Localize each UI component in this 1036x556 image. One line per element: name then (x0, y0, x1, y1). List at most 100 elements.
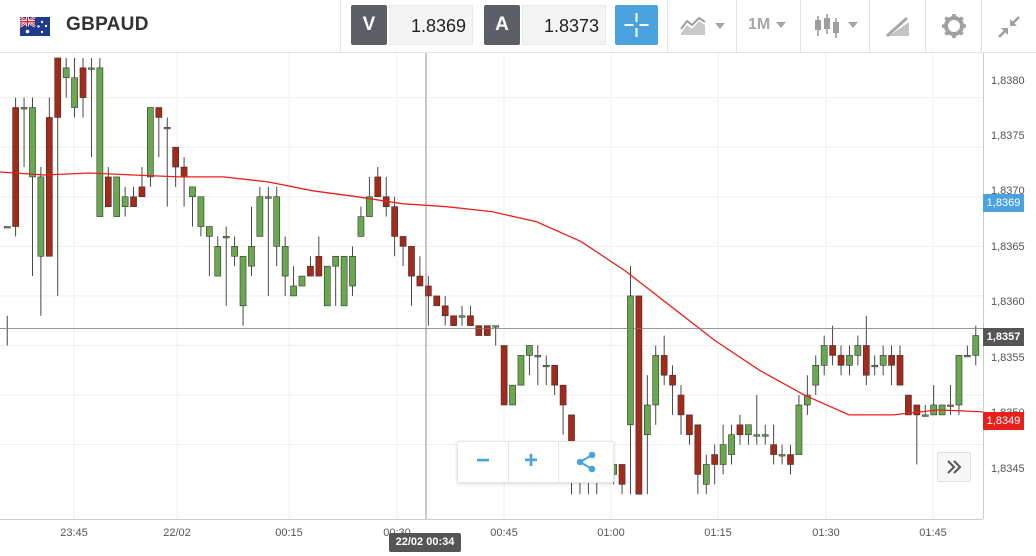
candle (172, 146, 179, 187)
x-tick-label: 22/02 (163, 527, 191, 539)
candle-body (905, 394, 912, 416)
candle-body (374, 176, 382, 198)
toolbar-divider (925, 0, 926, 52)
candle-body (964, 355, 971, 358)
candle-body (12, 107, 19, 227)
timeframe-button[interactable] (737, 0, 800, 52)
candle (197, 196, 205, 237)
area-chart-icon (680, 16, 706, 35)
candle-style-button[interactable] (801, 0, 869, 52)
candle-body (888, 355, 895, 366)
candle-body (130, 196, 137, 207)
toolbar-divider (340, 0, 341, 52)
candle (694, 424, 702, 495)
candle-body (366, 196, 373, 217)
candle-body (854, 345, 862, 356)
candle (635, 295, 643, 495)
candle-body (214, 246, 222, 277)
share-button[interactable] (563, 442, 609, 482)
crosshair-button[interactable] (615, 5, 658, 45)
scroll-to-latest-button[interactable] (937, 452, 971, 482)
candle (964, 345, 971, 358)
ask-tag: A (484, 5, 520, 45)
candle-body (837, 355, 845, 366)
candle (896, 345, 904, 386)
candle (879, 345, 887, 376)
candle-body (627, 295, 634, 426)
moving-average-price-label: 1,8349 (983, 412, 1024, 430)
candle-body (778, 454, 786, 457)
candle-body (424, 285, 432, 297)
bid-tag: V (351, 5, 387, 45)
candle (424, 276, 432, 326)
candle (248, 206, 255, 277)
candle (374, 167, 382, 198)
candle-body (248, 246, 255, 267)
candle-body (307, 265, 314, 277)
drawing-tools-button[interactable] (870, 0, 925, 52)
y-tick-label: 1,8345 (991, 463, 1025, 475)
timeframe-label: 1M (748, 16, 771, 33)
candle-body (770, 444, 777, 455)
settings-button[interactable] (926, 0, 981, 52)
candle (20, 97, 28, 168)
time-axis[interactable] (0, 519, 983, 556)
candle-body (104, 176, 112, 207)
candle-body (239, 255, 247, 307)
candle-body (719, 444, 727, 465)
candle-body (281, 246, 289, 277)
candle-body (652, 355, 660, 406)
candle-body (483, 325, 491, 336)
candle-body (172, 146, 179, 168)
candle (71, 57, 78, 118)
candle-body (147, 107, 154, 178)
gb-au-flag-icon (20, 17, 50, 36)
instrument-symbol[interactable]: GBPAUD (66, 14, 149, 35)
candle-body (450, 315, 457, 326)
candle-body (290, 285, 297, 297)
candle (888, 345, 895, 386)
candle-body (534, 355, 542, 358)
chart-type-button[interactable] (668, 0, 735, 52)
candle (37, 167, 45, 316)
y-tick-label: 1,8365 (991, 241, 1025, 253)
candle-body (467, 315, 474, 326)
candle-body (669, 374, 676, 386)
candle (517, 355, 525, 386)
candle-body (694, 424, 702, 475)
candle (475, 325, 483, 336)
zoom-out-button[interactable]: − (475, 447, 490, 474)
price-chart[interactable] (0, 53, 983, 519)
candle-body (509, 384, 516, 406)
candle (450, 315, 457, 326)
candle (458, 305, 466, 326)
candle (483, 325, 491, 336)
candle (955, 355, 963, 415)
candle (702, 454, 710, 495)
chevron-down-icon (715, 23, 725, 29)
chevron-down-icon (776, 22, 786, 28)
candle-body (357, 216, 365, 237)
candle-body (955, 355, 963, 406)
drawing-tools-icon (885, 16, 909, 38)
candle (643, 375, 651, 495)
collapse-button[interactable] (982, 0, 1036, 52)
y-tick-label: 1,8375 (991, 130, 1025, 142)
zoom-in-button[interactable]: + (523, 447, 538, 474)
candle (416, 256, 424, 287)
candle (728, 424, 735, 465)
candle-body (231, 246, 238, 257)
candle-body (121, 196, 129, 207)
candle (559, 384, 567, 435)
candle-body (551, 365, 559, 386)
candle-body (256, 196, 264, 237)
price-axis[interactable] (983, 53, 1036, 519)
x-tick-label: 01:45 (919, 527, 947, 539)
candle-body (862, 345, 870, 376)
candle-body (323, 265, 331, 307)
candle-body (517, 355, 525, 386)
candle-body (54, 57, 62, 118)
candle (500, 345, 508, 406)
candle-body (728, 434, 735, 455)
candle (627, 266, 634, 495)
